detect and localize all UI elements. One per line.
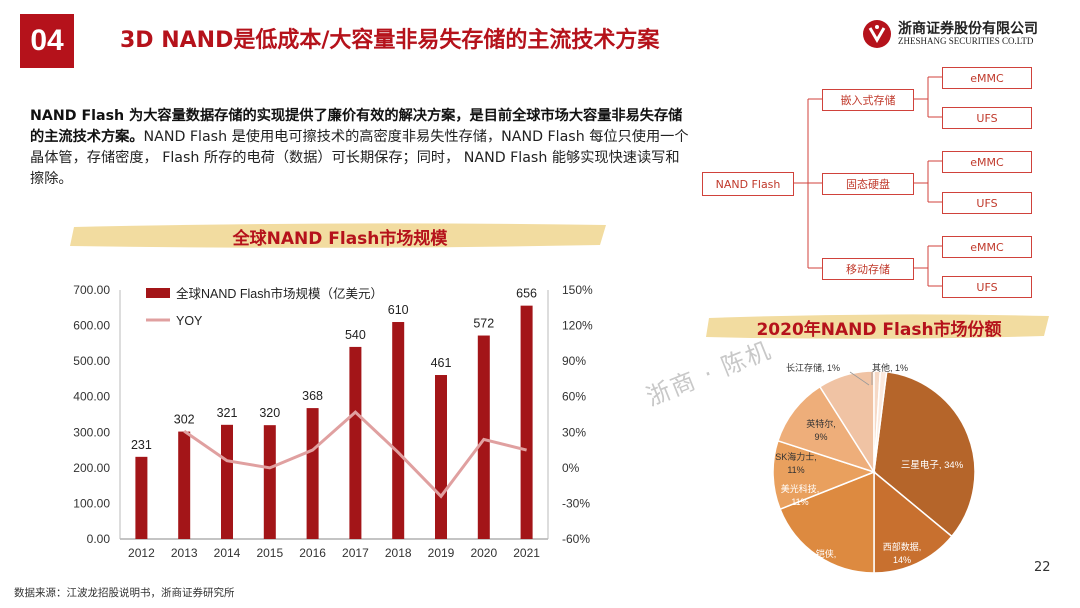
page-number: 22: [1034, 560, 1051, 575]
pie-slice: [873, 370, 888, 473]
pie-slice-label: 西部数据, 14%: [883, 541, 922, 565]
bar-data-label: 540: [345, 328, 366, 342]
bar: [221, 424, 233, 539]
bar: [349, 346, 362, 539]
intro-normal: NAND Flash 是使用电可擦技术的高密度非易失性存储，NAND Flash…: [30, 129, 689, 187]
x-tick-label: 2014: [214, 546, 241, 560]
pie-slice-label: 三星电子, 34%: [901, 459, 964, 471]
pie-chart-banner: 2020年NAND Flash市场份额: [706, 312, 1052, 340]
x-tick-label: 2019: [428, 546, 455, 560]
bar: [135, 456, 148, 539]
tree-leaf-emmc: eMMC: [942, 236, 1032, 258]
pie-leader-line: [849, 371, 870, 386]
bar-data-label: 302: [174, 413, 195, 427]
banner-brush-shape: [70, 223, 606, 248]
pie-slice: [873, 470, 953, 574]
tree-leaf-ufs: UFS: [942, 107, 1032, 129]
y-left-tick-label: 400.00: [73, 390, 110, 404]
y-left-tick-label: 700.00: [73, 283, 110, 297]
x-tick-label: 2016: [299, 546, 326, 560]
y-right-tick-label: 0%: [562, 461, 580, 475]
banner-brush-shape: [706, 314, 1049, 339]
pie-slice: [873, 370, 976, 538]
tree-leaf-ufs: UFS: [942, 192, 1032, 214]
y-right-tick-label: -60%: [562, 532, 590, 546]
legend-line-label: YOY: [176, 314, 203, 328]
nand-market-share-pie: 三星电子, 34% 西部数据, 14% 铠侠, 19% 美光科技, 11% SK海力士, 11%…: [772, 362, 976, 574]
x-tick-label: 2021: [513, 546, 540, 560]
bar: [520, 305, 533, 539]
company-logo: 浙商证券股份有限公司 ZHESHANG SECURITIES CO.LTD: [862, 18, 1062, 52]
y-left-tick-label: 300.00: [73, 425, 110, 439]
bar-chart-banner: 全球NAND Flash市场规模: [70, 221, 610, 249]
page-badge: 04: [20, 14, 74, 68]
y-left-tick-label: 200.00: [73, 461, 110, 475]
intro-paragraph: NAND Flash 为大容量数据存储的实现提供了廉价有效的解决方案，是目前全球…: [30, 106, 690, 190]
pie-slice-label: 美光科技, 11%: [781, 483, 820, 507]
logo-name-en: ZHESHANG SECURITIES CO.LTD: [898, 36, 1034, 46]
bar: [263, 425, 276, 539]
legend-bar-label: 全球NAND Flash市场规模（亿美元）: [176, 286, 383, 301]
pie-slice-label: 长江存储, 1%: [786, 362, 840, 373]
bar-data-label: 320: [259, 406, 280, 420]
x-tick-label: 2017: [342, 546, 369, 560]
yoy-line: [183, 410, 527, 499]
nand-market-size-chart: 700.00 600.00 500.00 400.00 300.00 200.00 100.…: [73, 283, 593, 560]
y-left-tick-label: 100.00: [73, 496, 110, 510]
page-title: 3D NAND是低成本/大容量非易失存储的主流技术方案: [120, 28, 660, 53]
bar: [392, 322, 405, 539]
y-right-tick-label: 60%: [562, 390, 586, 404]
data-source-note: 数据来源：江波龙招股说明书，浙商证券研究所: [14, 587, 235, 599]
bar-data-label: 610: [388, 303, 409, 317]
tree-branch-mobile: 移动存储: [822, 258, 914, 280]
tree-leaf-ufs: UFS: [942, 276, 1032, 298]
tree-leaf-emmc: eMMC: [942, 67, 1032, 89]
x-tick-label: 2020: [470, 546, 497, 560]
bar-data-label: 572: [473, 317, 494, 331]
y-right-tick-label: -30%: [562, 496, 590, 510]
y-right-tick-label: 90%: [562, 354, 586, 368]
x-tick-label: 2015: [256, 546, 283, 560]
y-right-tick-label: 120%: [562, 319, 593, 333]
bar: [306, 408, 319, 539]
bar-data-label: 368: [302, 389, 323, 403]
intro-bold: NAND Flash 为大容量数据存储的实现提供了廉价有效的解决方案，是目前全球…: [30, 108, 683, 145]
pie-slice-label: SK海力士, 11%: [775, 451, 817, 475]
bar-data-label: 321: [217, 406, 238, 420]
y-left-tick-label: 0.00: [87, 532, 111, 546]
bar-data-label: 461: [431, 356, 452, 370]
pie-slice: [779, 470, 875, 574]
y-right-tick-label: 30%: [562, 425, 586, 439]
tree-leaf-emmc: eMMC: [942, 151, 1032, 173]
logo-name-cn: 浙商证券股份有限公司: [898, 21, 1038, 37]
pie-slice-label: 英特尔, 9%: [806, 418, 836, 442]
tree-branch-embedded: 嵌入式存储: [822, 89, 914, 111]
x-tick-label: 2018: [385, 546, 412, 560]
x-tick-label: 2013: [171, 546, 198, 560]
pie-slice: [772, 439, 877, 511]
tree-branch-ssd: 固态硬盘: [822, 173, 914, 195]
pie-slice: [776, 385, 876, 474]
pie-slice-label: 铠侠, 19%: [816, 548, 837, 572]
y-left-tick-label: 500.00: [73, 354, 110, 368]
y-left-tick-label: 600.00: [73, 319, 110, 333]
bar-data-label: 231: [131, 438, 152, 452]
bar: [477, 335, 490, 539]
bar-data-label: 656: [516, 287, 537, 301]
zheshang-logo-icon: [863, 20, 891, 48]
pie-slice-label: 其他, 1%: [872, 362, 908, 373]
bar: [178, 431, 191, 539]
bar-chart-title: 全球NAND Flash市场规模: [232, 229, 448, 249]
y-right-tick-label: 150%: [562, 283, 593, 297]
x-tick-label: 2012: [128, 546, 155, 560]
pie-chart-title: 2020年NAND Flash市场份额: [756, 320, 1002, 340]
bar: [435, 375, 447, 539]
legend-bar-swatch: [146, 288, 170, 298]
tree-root-nand-flash: NAND Flash: [702, 172, 794, 196]
